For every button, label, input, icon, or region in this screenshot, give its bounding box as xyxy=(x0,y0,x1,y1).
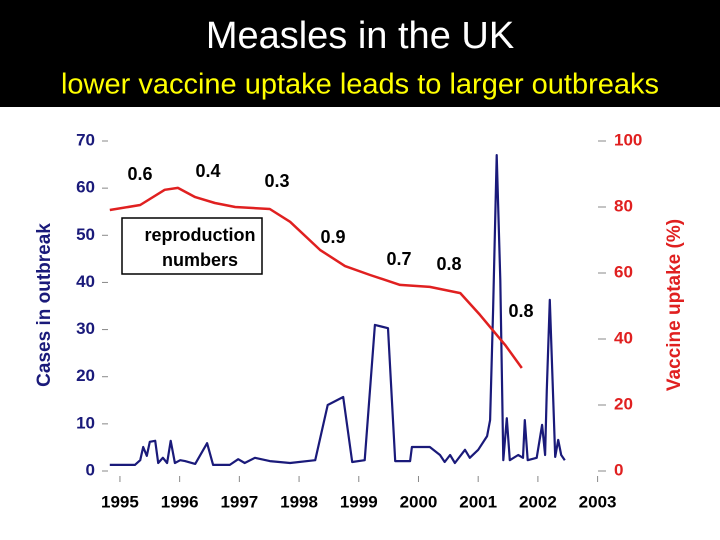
x-tick-label: 1997 xyxy=(220,492,258,511)
y-tick-label: 70 xyxy=(76,130,95,149)
annotation-box-text: numbers xyxy=(162,250,238,270)
chart-bg xyxy=(0,107,720,540)
y2-tick-label: 0 xyxy=(614,460,623,479)
y2-tick-label: 60 xyxy=(614,262,633,281)
x-tick-label: 2003 xyxy=(579,492,617,511)
y-axis-label: Cases in outbreak xyxy=(34,223,55,387)
y2-tick-label: 20 xyxy=(614,394,633,413)
annotation: 0.3 xyxy=(264,171,289,191)
annotation: 0.8 xyxy=(508,301,533,321)
y-tick-label: 20 xyxy=(76,366,95,385)
annotation: 0.7 xyxy=(386,249,411,269)
y-tick-label: 30 xyxy=(76,319,95,338)
y-tick-label: 10 xyxy=(76,413,95,432)
annotation: 0.6 xyxy=(127,164,152,184)
series-line xyxy=(109,186,523,369)
y-tick-label: 50 xyxy=(76,225,95,244)
x-tick-label: 1999 xyxy=(340,492,378,511)
series-line xyxy=(109,154,566,466)
chart-subtitle: lower vaccine uptake leads to larger out… xyxy=(61,69,659,101)
chart-title: Measles in the UK xyxy=(206,15,514,57)
y2-tick-label: 80 xyxy=(614,196,633,215)
annotation-box-text: reproduction xyxy=(145,225,256,245)
header-bg xyxy=(0,0,720,107)
y2-tick-label: 40 xyxy=(614,328,633,347)
x-tick-label: 2002 xyxy=(519,492,557,511)
y2-axis-label: Vaccine uptake (%) xyxy=(664,219,685,391)
y-tick-label: 40 xyxy=(76,272,95,291)
y2-tick-label: 100 xyxy=(614,130,642,149)
annotation: 0.9 xyxy=(320,227,345,247)
x-tick-label: 1995 xyxy=(101,492,139,511)
y-tick-label: 60 xyxy=(76,178,95,197)
x-tick-label: 2001 xyxy=(459,492,497,511)
x-tick-label: 2000 xyxy=(400,492,438,511)
y-tick-label: 0 xyxy=(86,460,95,479)
annotation-box xyxy=(121,217,263,275)
x-tick-label: 1998 xyxy=(280,492,318,511)
x-tick-label: 1996 xyxy=(161,492,199,511)
annotation: 0.8 xyxy=(436,254,461,274)
annotation: 0.4 xyxy=(195,161,220,181)
